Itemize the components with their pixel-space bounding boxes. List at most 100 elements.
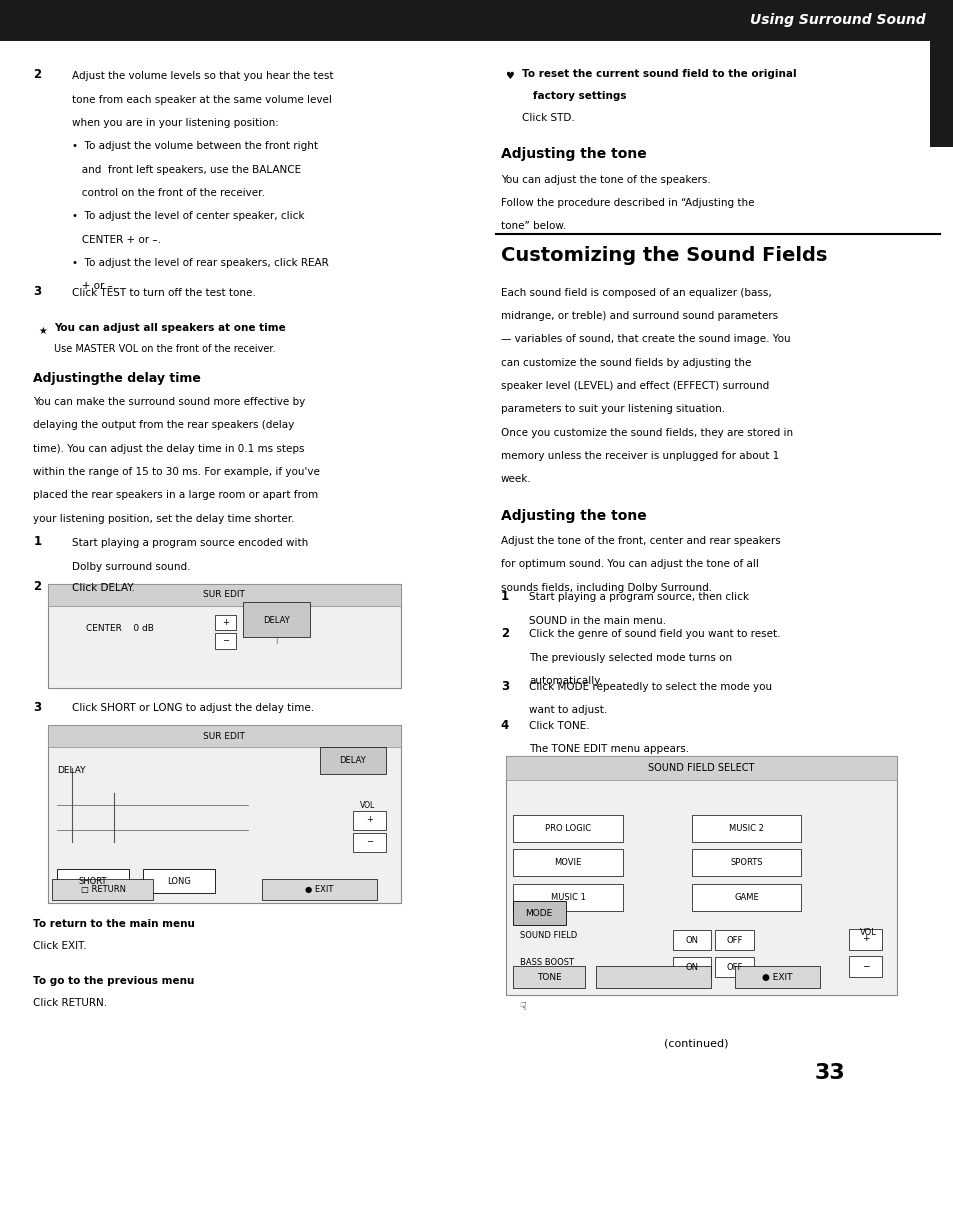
- Text: ON: ON: [684, 962, 698, 972]
- Text: factory settings: factory settings: [521, 91, 626, 101]
- Text: your listening position, set the delay time shorter.: your listening position, set the delay t…: [33, 514, 294, 524]
- Text: want to adjust.: want to adjust.: [529, 705, 607, 715]
- Text: SOUND FIELD SELECT: SOUND FIELD SELECT: [647, 763, 754, 773]
- Text: Click MODE repeatedly to select the mode you: Click MODE repeatedly to select the mode…: [529, 682, 772, 692]
- Text: OFF: OFF: [725, 962, 742, 972]
- Bar: [214, 614, 235, 630]
- Bar: [513, 966, 584, 988]
- Text: 1: 1: [500, 590, 509, 603]
- Text: ★: ★: [38, 326, 47, 336]
- Text: −: −: [366, 837, 373, 847]
- Text: sounds fields, including Dolby Surround.: sounds fields, including Dolby Surround.: [500, 583, 711, 592]
- Text: midrange, or treble) and surround sound parameters: midrange, or treble) and surround sound …: [500, 311, 777, 321]
- Text: Adjusting the tone: Adjusting the tone: [500, 509, 646, 522]
- Text: 4: 4: [500, 719, 509, 732]
- Bar: [715, 930, 753, 950]
- Text: — variables of sound, that create the sound image. You: — variables of sound, that create the so…: [500, 334, 790, 344]
- Text: Click STD.: Click STD.: [521, 113, 574, 123]
- Text: control on the front of the receiver.: control on the front of the receiver.: [71, 188, 264, 198]
- Text: week.: week.: [500, 474, 531, 484]
- Text: memory unless the receiver is unplugged for about 1: memory unless the receiver is unplugged …: [500, 451, 779, 461]
- Bar: [929, 0, 953, 147]
- Text: Adjusting​the delay time: Adjusting​the delay time: [33, 372, 201, 386]
- Text: •  To adjust the level of center speaker, click: • To adjust the level of center speaker,…: [71, 211, 304, 221]
- Text: The previously selected mode turns on: The previously selected mode turns on: [529, 653, 732, 662]
- Bar: [353, 833, 386, 852]
- Bar: [243, 602, 310, 637]
- Text: −: −: [221, 637, 229, 645]
- Text: MUSIC 2: MUSIC 2: [728, 823, 763, 833]
- Bar: [48, 725, 400, 903]
- Text: OFF: OFF: [725, 935, 742, 945]
- Bar: [513, 815, 622, 842]
- Bar: [596, 966, 710, 988]
- Text: Click SHORT or LONG to adjust the delay time.: Click SHORT or LONG to adjust the delay …: [71, 703, 314, 713]
- Text: ♥: ♥: [505, 71, 514, 81]
- Bar: [513, 901, 565, 925]
- Bar: [214, 633, 235, 649]
- Bar: [57, 869, 129, 893]
- Text: + or –.: + or –.: [71, 281, 115, 291]
- Text: +: +: [366, 815, 373, 825]
- Bar: [52, 879, 152, 900]
- Text: Customizing the Sound Fields: Customizing the Sound Fields: [500, 246, 826, 264]
- Text: Start playing a program source encoded with: Start playing a program source encoded w…: [71, 538, 308, 548]
- Text: DELAY: DELAY: [57, 766, 86, 774]
- Text: automatically.: automatically.: [529, 676, 602, 686]
- Text: Once you customize the sound fields, they are stored in: Once you customize the sound fields, the…: [500, 428, 792, 438]
- Text: DELAY: DELAY: [263, 616, 290, 626]
- Text: To reset the current sound field to the original: To reset the current sound field to the …: [521, 69, 796, 79]
- Text: Click RETURN.: Click RETURN.: [33, 998, 108, 1008]
- Text: SPORTS: SPORTS: [729, 858, 762, 868]
- Text: Click TEST to turn off the test tone.: Click TEST to turn off the test tone.: [71, 288, 255, 297]
- Text: 3: 3: [33, 285, 42, 299]
- Text: DELAY: DELAY: [339, 756, 366, 766]
- Bar: [672, 957, 710, 977]
- Bar: [0, 0, 953, 41]
- Bar: [691, 884, 801, 911]
- Bar: [848, 956, 882, 977]
- Text: for optimum sound. You can adjust the tone of all: for optimum sound. You can adjust the to…: [500, 559, 758, 569]
- Text: when you are in your listening position:: when you are in your listening position:: [71, 118, 278, 128]
- Text: 2: 2: [500, 627, 509, 640]
- Text: The TONE EDIT menu appears.: The TONE EDIT menu appears.: [529, 744, 689, 753]
- Text: 3: 3: [33, 701, 42, 714]
- Text: To go to the previous menu: To go to the previous menu: [33, 976, 194, 986]
- Text: VOL: VOL: [359, 801, 375, 810]
- Bar: [691, 849, 801, 876]
- Text: You can adjust all speakers at one time: You can adjust all speakers at one time: [54, 323, 286, 333]
- Text: Click EXIT.: Click EXIT.: [33, 941, 87, 951]
- Text: ● EXIT: ● EXIT: [305, 885, 334, 893]
- Text: SUR EDIT: SUR EDIT: [203, 731, 245, 741]
- Text: within the range of 15 to 30 ms. For example, if you've: within the range of 15 to 30 ms. For exa…: [33, 467, 320, 477]
- Text: ☟: ☟: [518, 1002, 526, 1011]
- Text: Each sound field is composed of an equalizer (bass,: Each sound field is composed of an equal…: [500, 288, 771, 297]
- Bar: [48, 584, 400, 606]
- Text: ● EXIT: ● EXIT: [761, 972, 792, 982]
- Bar: [505, 756, 896, 780]
- Text: •  To adjust the volume between the front right: • To adjust the volume between the front…: [71, 141, 317, 151]
- Text: (continued): (continued): [663, 1039, 728, 1048]
- Text: TONE: TONE: [537, 972, 561, 982]
- Text: Adjust the tone of the front, center and rear speakers: Adjust the tone of the front, center and…: [500, 536, 780, 546]
- Text: Click DELAY.: Click DELAY.: [71, 583, 134, 592]
- Text: 2: 2: [33, 68, 42, 81]
- Text: SOUND FIELD: SOUND FIELD: [519, 930, 577, 940]
- Text: 33: 33: [814, 1063, 844, 1083]
- Text: time). You can adjust the delay time in 0.1 ms steps: time). You can adjust the delay time in …: [33, 444, 305, 454]
- Text: +: +: [221, 618, 229, 627]
- Text: ON: ON: [684, 935, 698, 945]
- Text: □ RETURN: □ RETURN: [80, 885, 126, 893]
- Bar: [48, 725, 400, 747]
- Text: speaker level (LEVEL) and effect (EFFECT) surround: speaker level (LEVEL) and effect (EFFECT…: [500, 381, 768, 391]
- Text: You can make the surround sound more effective by: You can make the surround sound more eff…: [33, 397, 305, 407]
- Text: Follow the procedure described in “Adjusting the: Follow the procedure described in “Adjus…: [500, 198, 754, 208]
- Text: Click TONE.: Click TONE.: [529, 721, 590, 731]
- Text: CENTER    0 dB: CENTER 0 dB: [86, 624, 153, 633]
- Text: −: −: [862, 961, 868, 971]
- Text: 3: 3: [500, 680, 509, 693]
- Bar: [262, 879, 376, 900]
- Text: BASS BOOST: BASS BOOST: [519, 957, 574, 967]
- Text: Use MASTER VOL on the front of the receiver.: Use MASTER VOL on the front of the recei…: [54, 344, 275, 354]
- Text: parameters to suit your listening situation.: parameters to suit your listening situat…: [500, 404, 724, 414]
